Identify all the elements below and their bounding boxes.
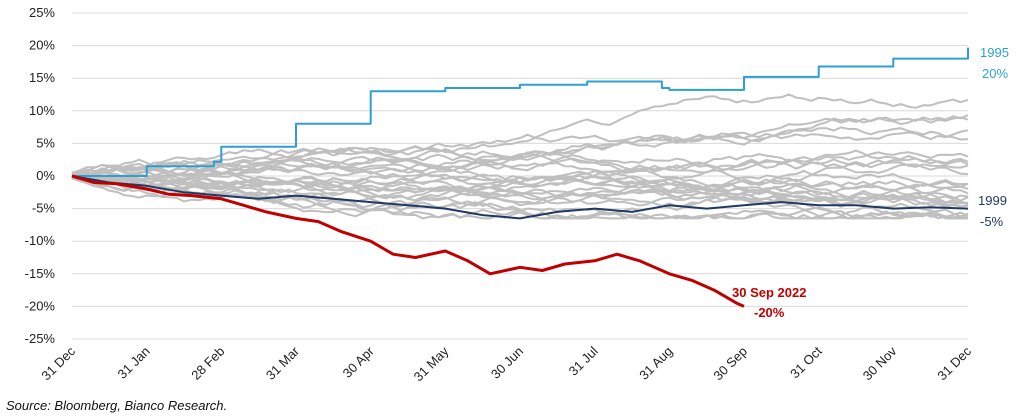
label-2022-value: -20% [754, 305, 785, 320]
series-line-1999 [71, 175, 969, 220]
other-year-line [71, 167, 969, 220]
y-axis: 25% 20% 15% 10% 5% 0% -5% -10% -15% -20% -25% [25, 5, 56, 346]
label-1995-value: 20% [982, 66, 1008, 81]
x-tick-label: 30 Sep [710, 344, 750, 384]
other-year-line [71, 114, 969, 177]
other-year-line [71, 174, 969, 220]
series-line-1995 [72, 47, 969, 177]
x-tick-label: 31 Oct [787, 343, 825, 381]
x-axis: 31 Dec 31 Jan 28 Feb 31 Mar 30 Apr 31 May 30 J… [38, 343, 974, 384]
y-tick-label: -15% [25, 266, 56, 281]
other-year-line [71, 175, 969, 204]
x-tick-label: 28 Feb [188, 344, 227, 383]
y-tick-label: -5% [32, 201, 56, 216]
x-tick-label: 31 Mar [263, 343, 303, 383]
other-year-line [71, 174, 969, 220]
x-tick-label: 31 Jan [115, 344, 153, 382]
x-tick-label: 31 Aug [636, 344, 675, 383]
x-tick-label: 30 Jun [488, 344, 526, 382]
x-tick-label: 31 Dec [38, 343, 78, 383]
x-tick-label: 31 May [411, 343, 452, 384]
x-tick-label: 31 Dec [934, 343, 974, 383]
y-tick-label: -25% [25, 331, 56, 346]
y-tick-label: 5% [36, 135, 55, 150]
y-tick-label: 20% [29, 38, 55, 53]
other-year-line [71, 159, 969, 193]
series-line-2022 [71, 174, 745, 308]
highlight-series [71, 47, 969, 308]
label-1995: 1995 [980, 45, 1009, 60]
other-years-series [71, 93, 969, 220]
label-2022: 30 Sep 2022 [732, 285, 806, 300]
y-tick-label: 0% [36, 168, 55, 183]
label-1999: 1999 [978, 193, 1007, 208]
y-tick-label: -20% [25, 298, 56, 313]
y-tick-label: -10% [25, 233, 56, 248]
other-year-line [71, 173, 969, 212]
other-year-line [71, 172, 969, 220]
y-tick-label: 25% [29, 5, 55, 20]
y-tick-label: 15% [29, 70, 55, 85]
x-tick-label: 31 Jul [566, 343, 601, 378]
y-tick-label: 10% [29, 103, 55, 118]
x-tick-label: 30 Apr [340, 343, 378, 381]
source-note: Source: Bloomberg, Bianco Research. [6, 398, 228, 413]
series-labels: 1995 20% 1999 -5% 30 Sep 2022 -20% [732, 45, 1009, 320]
label-1999-value: -5% [980, 214, 1004, 229]
x-tick-label: 30 Nov [860, 343, 900, 383]
